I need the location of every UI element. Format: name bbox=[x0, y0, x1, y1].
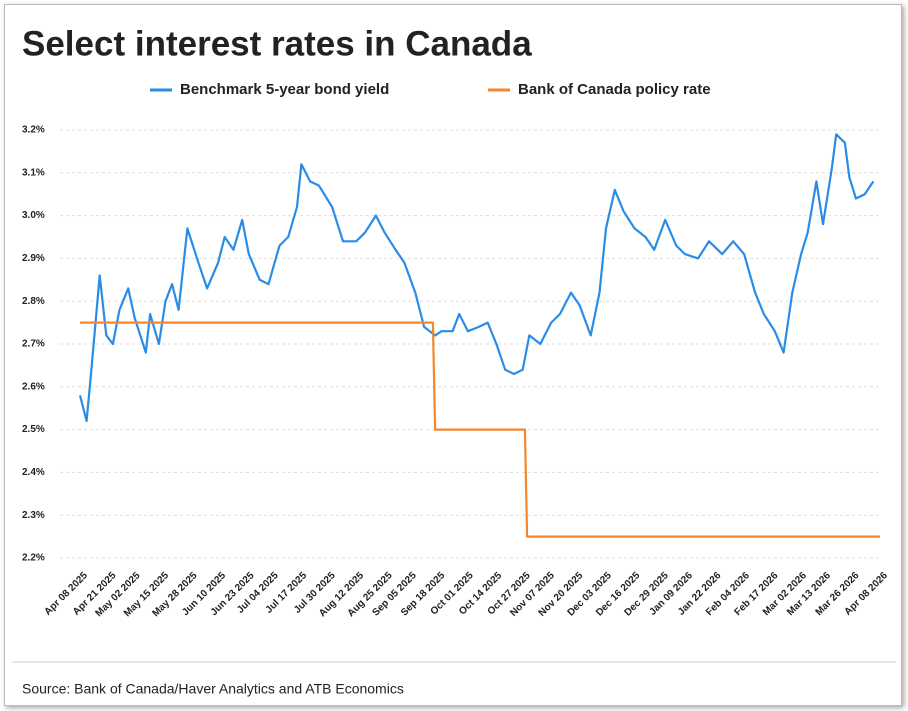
series-line bbox=[80, 321, 880, 538]
legend-label: Bank of Canada policy rate bbox=[518, 81, 711, 98]
legend-label: Benchmark 5-year bond yield bbox=[180, 81, 389, 98]
y-tick-label: 2.9% bbox=[22, 253, 45, 264]
y-tick-label: 2.3% bbox=[22, 510, 45, 521]
frame bbox=[4, 4, 902, 706]
y-tick-label: 3.0% bbox=[22, 210, 45, 221]
chart-title: Select interest rates in Canada bbox=[22, 24, 532, 63]
y-tick-label: 2.7% bbox=[22, 339, 45, 350]
series-line bbox=[78, 133, 875, 423]
y-tick-label: 2.6% bbox=[22, 381, 45, 392]
source: Source: Bank of Canada/Haver Analytics a… bbox=[22, 681, 404, 697]
y-tick-label: 2.4% bbox=[22, 467, 45, 478]
y-tick-label: 3.2% bbox=[22, 125, 45, 136]
y-tick-label: 3.1% bbox=[22, 167, 45, 178]
y-tick-label: 2.5% bbox=[22, 424, 45, 435]
y-tick-label: 2.2% bbox=[22, 553, 45, 564]
y-tick-label: 2.8% bbox=[22, 296, 45, 307]
